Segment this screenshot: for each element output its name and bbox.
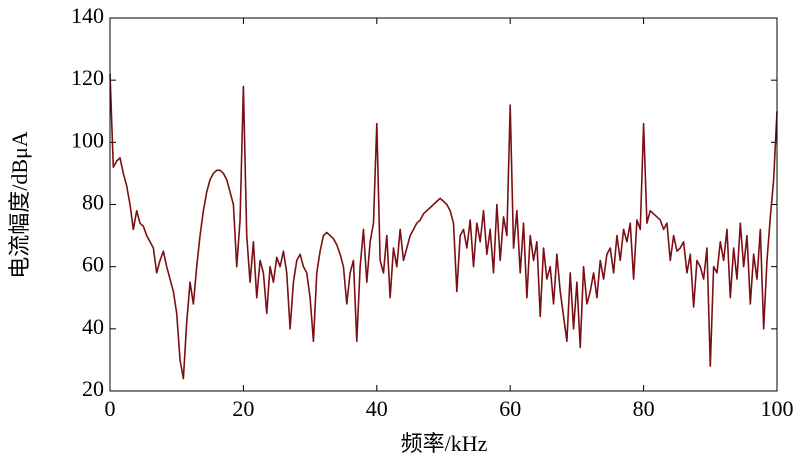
y-tick-label: 80 <box>82 190 104 215</box>
y-tick-label: 140 <box>71 3 104 28</box>
y-tick-label: 60 <box>82 252 104 277</box>
x-tick-label: 100 <box>761 396 794 421</box>
x-axis-label: 频率/kHz <box>401 431 488 456</box>
y-tick-label: 100 <box>71 127 104 152</box>
y-axis-label: 电流幅度/dBμA <box>7 131 32 279</box>
x-tick-label: 20 <box>232 396 254 421</box>
x-tick-label: 0 <box>105 396 116 421</box>
x-tick-label: 60 <box>499 396 521 421</box>
y-tick-label: 120 <box>71 65 104 90</box>
x-tick-label: 40 <box>366 396 388 421</box>
y-tick-label: 20 <box>82 376 104 401</box>
y-tick-label: 40 <box>82 314 104 339</box>
plot-frame <box>109 17 778 392</box>
spectrum-line <box>109 73 778 380</box>
x-tick-label: 80 <box>633 396 655 421</box>
